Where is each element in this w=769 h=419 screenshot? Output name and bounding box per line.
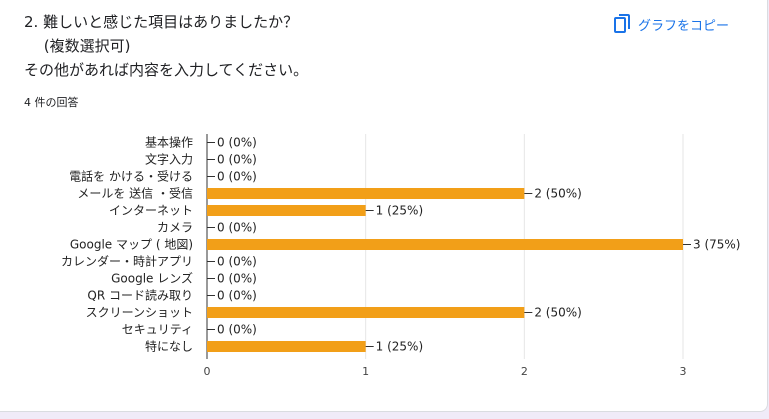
value-label: 0 (0%) bbox=[217, 221, 257, 235]
category-label: 基本操作 bbox=[145, 135, 193, 150]
category-label: Google レンズ bbox=[111, 271, 193, 286]
category-label: カレンダー・時計アプリ bbox=[61, 254, 193, 269]
copy-chart-label: グラフをコピー bbox=[638, 18, 730, 34]
category-label: Google マップ ( 地図) bbox=[70, 238, 193, 252]
x-tick-label: 0 bbox=[204, 365, 211, 378]
value-label: 2 (50%) bbox=[534, 306, 581, 320]
bar bbox=[207, 307, 525, 318]
value-label: 0 (0%) bbox=[217, 289, 257, 303]
category-label: インターネット bbox=[109, 204, 193, 218]
x-tick-label: 3 bbox=[680, 365, 687, 378]
question-title: 2. 難しいと感じた項目はありましたか？ (複数選択可) その他があれば内容を入… bbox=[24, 13, 309, 79]
copy-icon bbox=[614, 14, 630, 34]
category-label: メールを 送信 ・受信 bbox=[77, 186, 193, 201]
value-label: 0 (0%) bbox=[217, 272, 257, 286]
value-label: 0 (0%) bbox=[217, 255, 257, 269]
bar bbox=[207, 239, 683, 250]
value-label: 0 (0%) bbox=[217, 170, 257, 184]
value-label: 3 (75%) bbox=[693, 238, 740, 252]
x-tick-label: 1 bbox=[362, 365, 369, 378]
category-label: スクリーンショット bbox=[86, 306, 193, 320]
response-count: 4 件の回答 bbox=[24, 96, 79, 109]
value-label: 0 (0%) bbox=[217, 136, 257, 150]
category-label: 特になし bbox=[145, 339, 193, 354]
value-label: 0 (0%) bbox=[217, 153, 257, 167]
bar bbox=[207, 341, 366, 352]
value-label: 1 (25%) bbox=[376, 340, 423, 354]
value-label: 0 (0%) bbox=[217, 323, 257, 337]
copy-chart-button[interactable]: グラフをコピー bbox=[608, 10, 735, 38]
value-label: 1 (25%) bbox=[376, 204, 423, 218]
bar bbox=[207, 188, 525, 199]
category-label: セキュリティ bbox=[122, 323, 193, 337]
category-label: QR コード読み取り bbox=[87, 288, 193, 303]
x-tick-label: 2 bbox=[521, 365, 528, 378]
category-label: カメラ bbox=[157, 221, 193, 235]
category-label: 電話を かける・受ける bbox=[69, 169, 193, 184]
value-label: 2 (50%) bbox=[534, 187, 581, 201]
bar bbox=[207, 205, 366, 216]
category-label: 文字入力 bbox=[145, 152, 193, 167]
